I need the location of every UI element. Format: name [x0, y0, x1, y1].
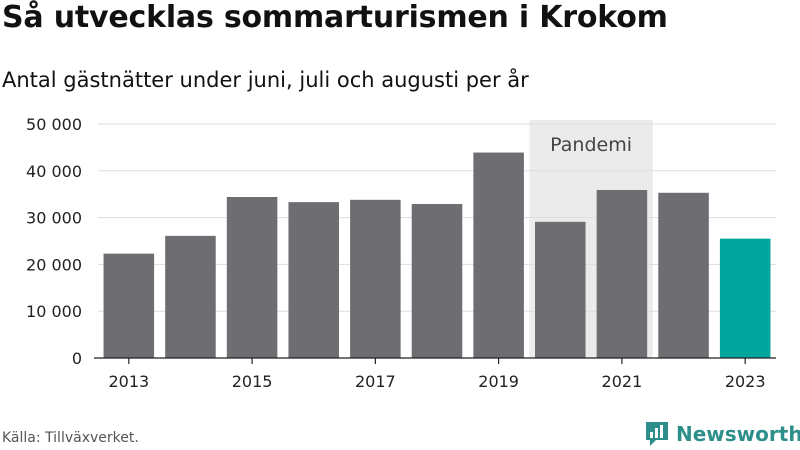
bar-2023: [719, 238, 771, 358]
chart-subtitle: Antal gästnätter under juni, juli och au…: [2, 68, 529, 92]
chart-title: Så utvecklas sommarturismen i Krokom: [2, 0, 668, 35]
x-tick-label: 2023: [725, 372, 766, 391]
bar-2021: [596, 189, 648, 358]
newsworthy-logo-icon: [646, 422, 668, 446]
bar-2017: [350, 199, 401, 358]
bar-2014: [165, 235, 216, 358]
x-tick-label: 2015: [232, 372, 273, 391]
bars: [103, 152, 771, 358]
bar-2016: [288, 202, 339, 358]
axes: 0 10 000 20 000 30 000 40 000 50 000 2013 2015 2…: [26, 115, 776, 391]
bar-2022: [658, 192, 709, 358]
x-tick-label: 2013: [108, 372, 149, 391]
bar-2015: [226, 197, 278, 358]
bar-2020: [535, 221, 586, 358]
x-tick-label: 2021: [602, 372, 643, 391]
y-tick-label: 40 000: [26, 162, 82, 181]
y-tick-label: 30 000: [26, 209, 82, 228]
x-tick-label: 2019: [478, 372, 519, 391]
y-tick-label: 50 000: [26, 115, 82, 134]
x-tick-label: 2017: [355, 372, 396, 391]
source-note: Källa: Tillväxverket.: [2, 430, 139, 446]
y-tick-label: 10 000: [26, 302, 82, 321]
bar-2018: [411, 204, 463, 358]
brand-logo: Newsworthy: [644, 420, 800, 448]
bar-chart: Pandemi 0 10 000 20 000 30 000 40 000 50 000 2…: [26, 115, 776, 391]
y-tick-label: 20 000: [26, 255, 82, 274]
bar-2019: [473, 152, 524, 358]
brand-name: Newsworthy: [676, 422, 800, 446]
y-tick-label: 0: [72, 349, 82, 368]
bar-2013: [103, 253, 155, 358]
pandemic-label: Pandemi: [550, 134, 632, 156]
